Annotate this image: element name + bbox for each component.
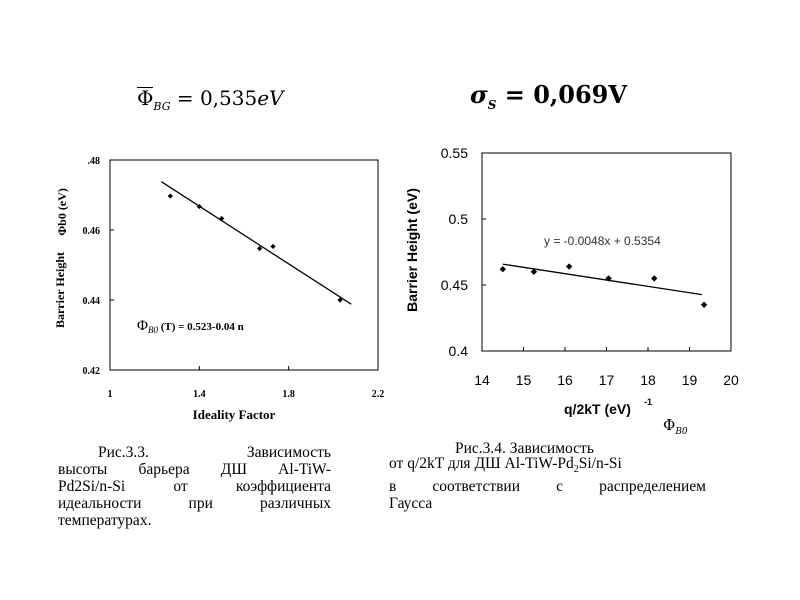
- fit-annotation-1: ΦB0 (T) = 0.523-0.04 n: [137, 318, 244, 335]
- caption-word: Зависимость: [246, 444, 331, 461]
- chart2-y-tick-label: 0.4: [449, 343, 469, 359]
- caption-word: идеальности: [58, 495, 142, 512]
- caption-left-line2: высоты барьера ДШ Al-TiW-: [58, 461, 331, 478]
- chart1-data-point: [219, 215, 225, 222]
- caption-word: различных: [259, 495, 331, 512]
- phi-bg-symbol: Φ: [137, 86, 154, 110]
- chart2-x-tick-label: 19: [682, 372, 698, 388]
- annotation-phi-subscript: B0: [147, 325, 158, 336]
- chart2-x-tick-label: 14: [474, 372, 490, 388]
- chart1-data-point: [196, 203, 202, 210]
- chart2-y-axis-label: Barrier Height (eV): [404, 188, 420, 312]
- caption-subscript: 2: [573, 464, 579, 476]
- chart1-data-point: [337, 297, 343, 303]
- caption-word: барьера: [138, 461, 190, 478]
- chart2-x-tick-label: 18: [640, 372, 656, 388]
- chart2-x-tick-label: 15: [516, 372, 532, 388]
- chart1-data-point: [257, 245, 263, 252]
- caption-word: температурах.: [58, 512, 152, 529]
- caption-word: в: [389, 478, 397, 496]
- chart2-data-point: [651, 275, 658, 282]
- chart1-fit-line: [161, 181, 352, 305]
- caption-left-line1: Рис.3.3. Зависимость: [58, 444, 331, 461]
- sigma-symbol: σ: [470, 80, 488, 109]
- chart1-y-tick-label: .48: [88, 156, 101, 167]
- corner-phi-symbol: ΦB0: [663, 416, 688, 437]
- chart1-x-tick-label: 1: [108, 389, 113, 400]
- chart1-y-tick-label: 0.42: [83, 366, 101, 377]
- chart1-y-axis-label: Barrier Height: [53, 252, 67, 328]
- chart2-x-tick-label: 17: [599, 372, 615, 388]
- chart2-x-tick-label: 16: [557, 372, 573, 388]
- chart2-plot-frame: [481, 152, 732, 352]
- caption-left-line3: Pd2Si/n-Si от коэффициента: [58, 478, 331, 495]
- chart1-y-tick-label: 0.44: [83, 296, 101, 307]
- chart2-x-axis-label-sup: -1: [644, 397, 652, 407]
- caption-word: от q/2kT для ДШ Al-TiW-Pd: [389, 455, 574, 472]
- caption-left-line4: идеальности при различных: [58, 495, 331, 512]
- caption-word: Al-TiW-: [278, 461, 331, 478]
- chart1-x-axis-label: Ideality Factor: [193, 407, 276, 422]
- caption-right: от q/2kT для ДШ Al-TiW-Pd2Si/n-Si в соот…: [389, 455, 706, 512]
- phi-bg-value: = 0,535: [176, 86, 258, 110]
- sigma-value: = 0,069V: [504, 80, 627, 109]
- chart2-data-point: [700, 301, 708, 308]
- chart2-fit-line: [502, 263, 703, 296]
- annotation-text: (T) = 0.523-0.04 n: [160, 321, 244, 333]
- chart2-data-point: [530, 268, 538, 275]
- corner-phi-char: Φ: [663, 416, 676, 434]
- caption-right-line3: в соответствии с распределением: [389, 478, 706, 495]
- caption-right-line2-text: от q/2kT для ДШ Al-TiW-Pd2Si/n-Si: [389, 455, 622, 478]
- caption-word: Pd2Si/n-Si: [58, 478, 126, 495]
- caption-word: ДШ: [220, 461, 247, 478]
- caption-right-line4: Гаусса: [389, 495, 706, 512]
- caption-word: с: [556, 478, 563, 496]
- caption-word: коэффициента: [235, 478, 331, 495]
- annotation-phi-symbol: Φ: [137, 318, 148, 334]
- caption-word: соответствии: [432, 478, 521, 496]
- phi-bg-unit: eV: [257, 86, 284, 110]
- chart2-fit-equation: y = -0.0048x + 0.5354: [544, 234, 661, 248]
- caption-word: высоты: [58, 461, 108, 478]
- corner-phi-subscript: B0: [675, 427, 688, 437]
- chart2-data-point: [499, 265, 506, 273]
- chart2-y-tick-label: 0.45: [441, 277, 468, 293]
- chart1-x-tick-label: 1.4: [193, 389, 206, 400]
- caption-word: при: [188, 495, 213, 512]
- phi-bg-subscript: BG: [153, 100, 171, 113]
- caption-right-line1: Рис.3.4. Зависимость: [455, 440, 594, 457]
- caption-right-line2: от q/2kT для ДШ Al-TiW-Pd2Si/n-Si: [389, 455, 706, 478]
- caption-word: Рис.3.3.: [98, 444, 149, 461]
- formula-phi-bg: ΦBG = 0,535eV: [137, 86, 284, 113]
- chart2-x-tick-label: 20: [723, 372, 739, 388]
- chart1-data-point: [270, 243, 276, 250]
- caption-left-line5: температурах.: [58, 512, 331, 529]
- caption-left: Рис.3.3. Зависимость высоты барьера ДШ A…: [58, 444, 331, 529]
- sigma-subscript: S: [487, 97, 497, 112]
- chart2-x-axis-label: q/2kT (eV): [564, 401, 631, 417]
- chart1-y-axis-symbol: Φb0 (eV): [55, 188, 69, 236]
- chart2-data-point: [605, 275, 612, 282]
- caption-word: распределением: [599, 478, 706, 496]
- caption-word: Si/n-Si: [578, 455, 622, 472]
- chart1-x-tick-label: 2.2: [372, 389, 385, 400]
- chart1-plot-frame: [109, 159, 379, 371]
- chart1-x-tick-label: 1.8: [282, 389, 295, 400]
- caption-right-title: Рис.3.4. Зависимость: [455, 440, 594, 457]
- chart2-y-tick-label: 0.5: [449, 211, 469, 227]
- chart2-data-point: [565, 263, 573, 270]
- caption-word: от: [173, 478, 188, 495]
- formula-sigma-s: σS = 0,069V: [470, 80, 627, 112]
- chart2-y-tick-label: 0.55: [441, 145, 468, 161]
- chart1-data-point: [167, 193, 173, 199]
- caption-word: Гаусса: [389, 495, 433, 513]
- chart1-y-tick-label: 0.46: [83, 226, 101, 237]
